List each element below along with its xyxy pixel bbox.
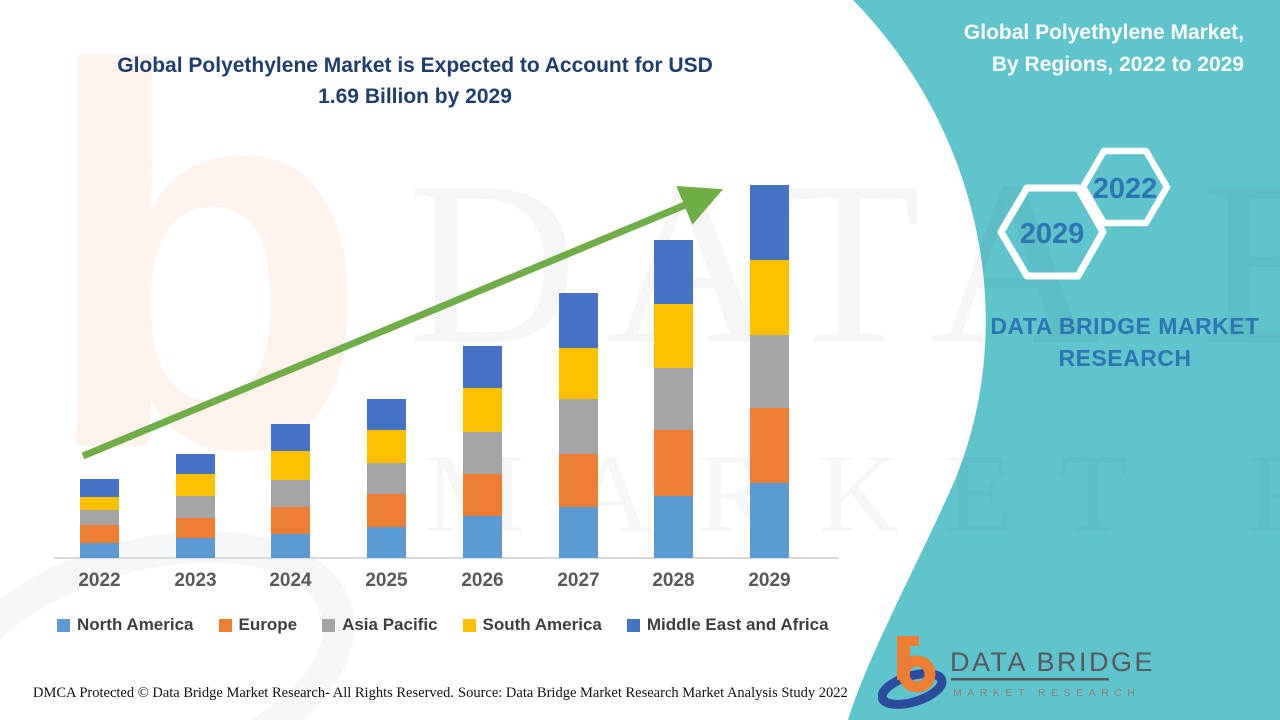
legend-item-asia-pacific: Asia Pacific bbox=[322, 615, 438, 635]
bar-segment-north-america-2026 bbox=[463, 516, 502, 558]
legend-label: North America bbox=[77, 615, 194, 634]
bar-segment-south-america-2024 bbox=[271, 451, 310, 480]
bar-segment-north-america-2023 bbox=[176, 538, 215, 558]
bar-segment-south-america-2028 bbox=[654, 304, 693, 368]
legend-label: Europe bbox=[238, 615, 298, 634]
bar-column-2029 bbox=[750, 185, 789, 558]
bar-column-2025 bbox=[367, 399, 406, 558]
panel-title: Global Polyethylene Market, By Regions, … bbox=[824, 17, 1244, 81]
bar-segment-north-america-2022 bbox=[80, 543, 119, 558]
bar-segment-europe-2023 bbox=[176, 518, 215, 538]
hexagon-2022-label: 2022 bbox=[1093, 173, 1158, 205]
databridge-logo-mark-icon bbox=[878, 636, 947, 709]
x-axis-line bbox=[54, 557, 839, 559]
bar-segment-europe-2027 bbox=[559, 454, 598, 507]
bar-segment-south-america-2027 bbox=[559, 348, 598, 399]
brand-text-line1: DATA BRIDGE MARKET bbox=[990, 313, 1260, 339]
bar-segment-south-america-2026 bbox=[463, 388, 502, 432]
bar-segment-middle-east-and-africa-2028 bbox=[654, 240, 693, 304]
databridge-logo: DATA BRIDGE MARKET RESEARCH bbox=[878, 636, 1155, 709]
bar-segment-north-america-2024 bbox=[271, 534, 310, 558]
dmca-notice: DMCA Protected © Data Bridge Market Rese… bbox=[33, 685, 454, 701]
panel-title-line2: By Regions, 2022 to 2029 bbox=[991, 53, 1244, 76]
bar-segment-middle-east-and-africa-2026 bbox=[463, 346, 502, 388]
bar-segment-middle-east-and-africa-2029 bbox=[750, 185, 789, 260]
legend-swatch-icon bbox=[322, 618, 336, 632]
bar-segment-europe-2028 bbox=[654, 430, 693, 496]
bar-column-2022 bbox=[80, 479, 119, 558]
bar-segment-asia-pacific-2027 bbox=[559, 399, 598, 454]
legend-item-south-america: South America bbox=[462, 615, 602, 635]
bar-segment-middle-east-and-africa-2025 bbox=[367, 399, 406, 430]
legend-label: Asia Pacific bbox=[342, 615, 438, 634]
bar-segment-europe-2022 bbox=[80, 525, 119, 543]
legend-swatch-icon bbox=[462, 618, 476, 632]
bar-segment-asia-pacific-2026 bbox=[463, 432, 502, 474]
bar-segment-asia-pacific-2023 bbox=[176, 496, 215, 518]
legend-item-europe: Europe bbox=[218, 615, 298, 635]
brand-text-line2: RESEARCH bbox=[1058, 345, 1192, 371]
bar-segment-north-america-2025 bbox=[367, 527, 406, 558]
bar-segment-asia-pacific-2028 bbox=[654, 368, 693, 430]
x-axis-label-2022: 2022 bbox=[78, 570, 121, 591]
bar-column-2024 bbox=[271, 424, 310, 558]
legend-label: South America bbox=[482, 615, 602, 634]
bar-segment-middle-east-and-africa-2023 bbox=[176, 454, 215, 474]
x-axis-label-2023: 2023 bbox=[174, 570, 217, 591]
main-title-line2: 1.69 Billion by 2029 bbox=[318, 85, 512, 108]
x-axis-label-2029: 2029 bbox=[748, 570, 791, 591]
x-axis-label-2025: 2025 bbox=[365, 570, 408, 591]
bar-segment-south-america-2025 bbox=[367, 430, 406, 463]
bar-segment-europe-2029 bbox=[750, 408, 789, 483]
x-axis-label-2027: 2027 bbox=[557, 570, 600, 591]
chart-legend: North America Europe Asia Pacific South Ame… bbox=[57, 615, 829, 635]
legend-swatch-icon bbox=[218, 618, 232, 632]
bar-column-2026 bbox=[463, 346, 502, 558]
teal-curved-shape bbox=[848, 0, 1280, 720]
legend-item-north-america: North America bbox=[57, 615, 194, 635]
hexagon-2029-label: 2029 bbox=[1020, 218, 1085, 250]
bar-segment-north-america-2029 bbox=[750, 483, 789, 558]
bar-column-2028 bbox=[654, 240, 693, 558]
bar-segment-asia-pacific-2025 bbox=[367, 463, 406, 494]
legend-item-middle-east-and-africa: Middle East and Africa bbox=[626, 615, 829, 635]
bar-segment-north-america-2028 bbox=[654, 496, 693, 558]
bar-segment-south-america-2023 bbox=[176, 474, 215, 496]
bar-segment-asia-pacific-2022 bbox=[80, 510, 119, 525]
x-axis-label-2026: 2026 bbox=[461, 570, 504, 591]
logo-underline bbox=[951, 678, 1109, 681]
legend-swatch-icon bbox=[57, 618, 70, 632]
bar-segment-middle-east-and-africa-2022 bbox=[80, 479, 119, 497]
legend-swatch-icon bbox=[626, 618, 640, 632]
panel-title-line1: Global Polyethylene Market, bbox=[963, 21, 1244, 44]
bar-segment-europe-2025 bbox=[367, 494, 406, 527]
hexagon-2022-outline bbox=[1079, 147, 1171, 227]
hexagon-2029-outline bbox=[997, 184, 1107, 280]
main-title: Global Polyethylene Market is Expected t… bbox=[85, 50, 745, 112]
logo-subtitle-text: MARKET RESEARCH bbox=[953, 687, 1140, 699]
legend-label: Middle East and Africa bbox=[646, 615, 829, 634]
bar-segment-europe-2026 bbox=[463, 474, 502, 516]
growth-trend-arrow bbox=[81, 186, 724, 460]
bar-segment-asia-pacific-2029 bbox=[750, 335, 789, 408]
bar-segment-europe-2024 bbox=[271, 507, 310, 534]
x-axis-label-2028: 2028 bbox=[652, 570, 695, 591]
logo-name-text: DATA BRIDGE bbox=[950, 647, 1155, 677]
bar-segment-middle-east-and-africa-2027 bbox=[559, 293, 598, 348]
bar-segment-north-america-2027 bbox=[559, 507, 598, 558]
brand-text-block: DATA BRIDGE MARKET RESEARCH bbox=[985, 310, 1265, 374]
bar-segment-south-america-2029 bbox=[750, 260, 789, 335]
bar-segment-south-america-2022 bbox=[80, 497, 119, 510]
main-title-line1: Global Polyethylene Market is Expected t… bbox=[117, 54, 713, 77]
bar-segment-asia-pacific-2024 bbox=[271, 480, 310, 507]
bar-column-2023 bbox=[176, 454, 215, 558]
bar-column-2027 bbox=[559, 293, 598, 558]
source-credit: Source: Data Bridge Market Research Mark… bbox=[458, 685, 848, 701]
bar-segment-middle-east-and-africa-2024 bbox=[271, 424, 310, 451]
x-axis-label-2024: 2024 bbox=[269, 570, 312, 591]
